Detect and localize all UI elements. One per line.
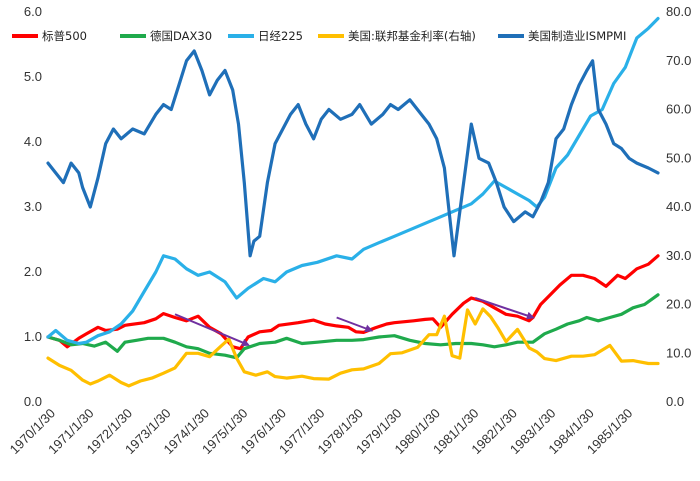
annotation-arrows — [174, 297, 535, 347]
y2-tick-label: 80.0 — [666, 4, 691, 19]
legend-label: 美国制造业ISMPMI — [528, 29, 626, 43]
series-line — [46, 293, 660, 360]
y2-tick-label: 0.0 — [666, 394, 684, 409]
series-line — [46, 254, 660, 351]
trend-arrow — [336, 316, 374, 333]
y-tick-label: 2.0 — [24, 264, 42, 279]
series-line — [46, 16, 660, 346]
y2-tick-label: 40.0 — [666, 199, 691, 214]
legend: 标普500 德国DAX30 日经225 美国:联邦基金利率(右轴) 美国制造业ISMPM… — [12, 29, 626, 43]
legend-label: 美国:联邦基金利率(右轴) — [348, 29, 476, 43]
y2-tick-label: 10.0 — [666, 345, 691, 360]
legend-label: 日经225 — [258, 29, 303, 43]
series-layer — [46, 16, 660, 388]
y-tick-label: 4.0 — [24, 134, 42, 149]
legend-label: 德国DAX30 — [150, 29, 212, 43]
y-tick-label: 3.0 — [24, 199, 42, 214]
left-axis: 0.0 1.0 2.0 3.0 4.0 5.0 6.0 — [24, 4, 42, 409]
y2-tick-label: 20.0 — [666, 297, 691, 312]
trend-arrow — [174, 313, 250, 347]
series-line — [46, 307, 660, 388]
series-line — [46, 49, 660, 258]
legend-label: 标普500 — [42, 29, 87, 43]
x-axis: 1970/1/301971/1/301972/1/301973/1/301974… — [7, 406, 636, 458]
y-tick-label: 1.0 — [24, 329, 42, 344]
y2-tick-label: 70.0 — [666, 53, 691, 68]
trend-arrow — [474, 297, 535, 320]
y2-tick-label: 30.0 — [666, 248, 691, 263]
y2-tick-label: 60.0 — [666, 102, 691, 117]
y2-tick-label: 50.0 — [666, 150, 691, 165]
y-tick-label: 5.0 — [24, 69, 42, 84]
y-tick-label: 0.0 — [24, 394, 42, 409]
y-tick-label: 6.0 — [24, 4, 42, 19]
right-axis: 0.0 10.0 20.0 30.0 40.0 50.0 60.0 70.0 80.0 — [666, 4, 691, 409]
